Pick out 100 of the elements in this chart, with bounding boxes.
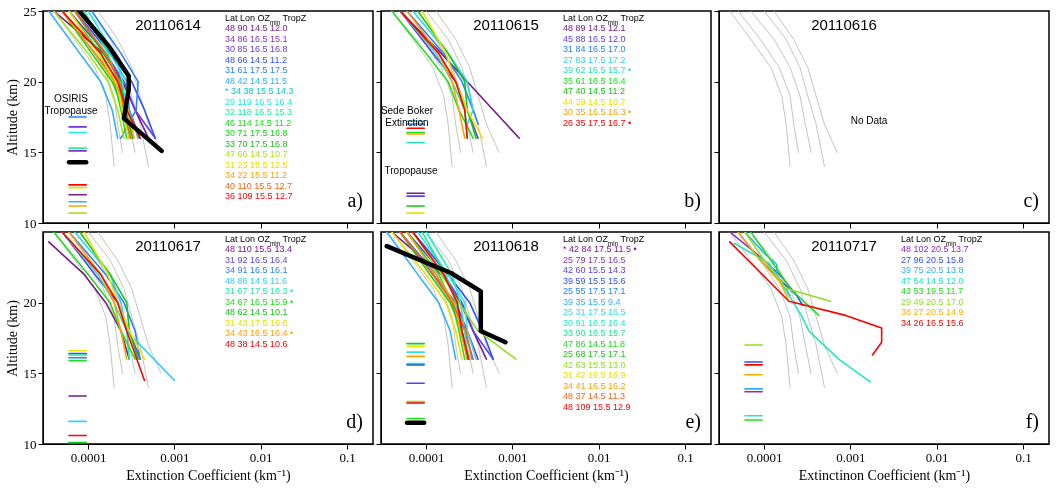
y-axis-title: Altitude (km): [4, 78, 21, 156]
x-tick-label: 0.01: [925, 449, 949, 465]
text: 39 59 15.5 15.6: [563, 275, 626, 286]
text: 42 63 15.5 13.0: [563, 359, 626, 370]
text: 31 42 16.5 16.9: [563, 370, 626, 380]
text: 48 66 14.5 11.2: [225, 54, 287, 65]
x-tick-label: 0.0001: [70, 449, 107, 465]
annotation: No Data: [850, 115, 888, 126]
y-tick-label: 15: [23, 144, 37, 160]
y-tick-label: 10: [23, 436, 37, 452]
text: * 34 38 15.5 14.3: [225, 86, 294, 96]
x-tick-label: 0.01: [587, 449, 611, 465]
text: 45 88 16.5 12.0: [563, 33, 626, 44]
text: 34 67 16.5 15.9 •: [225, 296, 294, 307]
legend-title: Lat Lon OZ$_{min}$ TropZ: [563, 13, 645, 26]
text: 31 61 17.5 17.5: [225, 65, 288, 75]
legend-title: Lat Lon OZ$_{min}$ TropZ: [563, 234, 645, 247]
text: 32 118 16.5 15.3: [225, 107, 292, 117]
text: 47 40 14.5 11.2: [563, 86, 625, 96]
y-tick-label: 20: [23, 74, 37, 90]
text: 30 35 16.5 16.3 •: [563, 107, 632, 117]
text: 42 60 15.5 14.3: [563, 265, 626, 275]
text: 31 84 16.5 17.0: [563, 44, 626, 54]
text: 31 23 15.5 12.5: [225, 159, 288, 170]
text: 27 96 20.5 15.8: [901, 254, 964, 265]
text: 47 86 14.5 11.8: [563, 338, 625, 349]
chart-title: 20110618: [473, 237, 539, 254]
text: 36 109 15.5 12.7: [225, 191, 293, 201]
text: 35 61 16.5 16.4: [563, 75, 626, 86]
text: 48 62 14.5 10.1: [225, 307, 288, 317]
text: 26 35 17.5 16.7 •: [563, 117, 632, 128]
legend-title: Lat Lon OZ$_{min}$ TropZ: [901, 234, 983, 247]
chart-title: 20110717: [811, 237, 877, 254]
chart-title: 20110614: [135, 16, 201, 33]
x-tick-label: 0.01: [249, 449, 273, 465]
y-tick-label: 10: [23, 215, 37, 231]
text: 48 109 15.5 12.9: [563, 401, 631, 412]
x-tick-label: 0.001: [836, 449, 866, 465]
text: 43 53 19.5 11.7: [901, 286, 963, 296]
text: 31 67 17.5 16.3 •: [225, 286, 294, 296]
x-tick-label: 0.0001: [408, 449, 445, 465]
annotation: d): [346, 410, 363, 433]
text: 47 66 14.5 10.7: [225, 149, 288, 159]
x-tick-label: 0.1: [677, 449, 694, 465]
text: 30 85 16.5 16.8: [225, 44, 288, 54]
text: 39 75 20.5 13.8: [901, 265, 964, 275]
text: 31 92 16.5 16.4: [225, 254, 288, 265]
x-axis-title: Extinction Coefficient (km⁻¹): [464, 467, 630, 484]
text: 48 37 14.5 11.3: [563, 391, 625, 401]
y-tick-label: 20: [23, 295, 37, 311]
y-axis-title: Altitude (km): [4, 299, 21, 377]
text: 34 41 16.5 16.2: [563, 380, 626, 391]
text: 30 91 16.5 16.4: [563, 317, 626, 328]
annotation: b): [684, 189, 701, 212]
text: 25 31 17.5 16.5: [563, 307, 626, 317]
text: 27 83 17.5 17.2: [563, 54, 626, 65]
text: 44 39 14.5 10.7: [563, 96, 626, 107]
chart-title: 20110616: [811, 16, 877, 33]
text: 48 86 14.5 11.6: [225, 275, 287, 286]
x-axis-title: Extinction Coefficient (km⁻¹): [126, 467, 292, 484]
x-tick-label: 0.001: [160, 449, 190, 465]
text: 34 86 16.5 15.1: [225, 33, 288, 44]
x-axis-title: Extinctinon Coefficient (km⁻¹): [798, 467, 971, 484]
y-tick-label: 15: [23, 365, 37, 381]
text: 34 91 16.5 16.1: [225, 265, 288, 275]
text: 33 70 17.5 16.8: [225, 138, 288, 149]
chart-title: 20110615: [473, 16, 539, 33]
legend-title: Lat Lon OZ$_{min}$ TropZ: [225, 234, 307, 247]
text: 48 42 14.5 11.5: [225, 75, 287, 86]
x-tick-label: 0.1: [339, 449, 356, 465]
text: 34 26 16.5 15.6: [901, 317, 964, 328]
annotation: OSIRIS Tropopause: [44, 93, 98, 116]
text: 25 55 17.5 17.1: [563, 286, 626, 296]
annotation: a): [347, 189, 363, 212]
text: 38 27 20.5 14.9: [901, 307, 964, 317]
legend-title: Lat Lon OZ$_{min}$ TropZ: [225, 13, 307, 26]
text: 34 22 15.5 11.2: [225, 170, 287, 180]
text: 29 119 16.5 16.4: [225, 96, 292, 107]
text: 46 114 14.5 11.2: [225, 117, 292, 128]
y-tick-label: 25: [23, 3, 37, 19]
text: 39 35 15.5 9.4: [563, 296, 621, 307]
chart-title: 20110617: [135, 237, 201, 254]
annotation: f): [1025, 410, 1039, 433]
text: 47 54 14.5 12.0: [901, 275, 964, 286]
text: 30 71 17.5 16.8: [225, 128, 288, 138]
x-tick-label: 0.1: [1015, 449, 1032, 465]
text: 40 110 15.5 12.7: [225, 180, 292, 191]
text: 29 49 20.5 17.0: [901, 296, 964, 307]
x-tick-label: 0.0001: [746, 449, 783, 465]
text: 31 43 17.5 16.6: [225, 317, 288, 328]
text: 34 43 16.5 16.4 •: [225, 328, 294, 338]
annotation: Sede Boker Extinction: [380, 105, 434, 128]
text: 39 62 16.5 15.7 •: [563, 65, 632, 75]
x-tick-label: 0.001: [498, 449, 528, 465]
text: 25 79 17.5 16.5: [563, 254, 626, 265]
text: 48 38 14.5 10.6: [225, 338, 288, 349]
annotation: c): [1023, 189, 1039, 212]
text: 25 68 17.5 17.1: [563, 349, 626, 359]
text: 33 90 16.5 15.7: [563, 328, 626, 338]
annotation: e): [685, 410, 701, 433]
